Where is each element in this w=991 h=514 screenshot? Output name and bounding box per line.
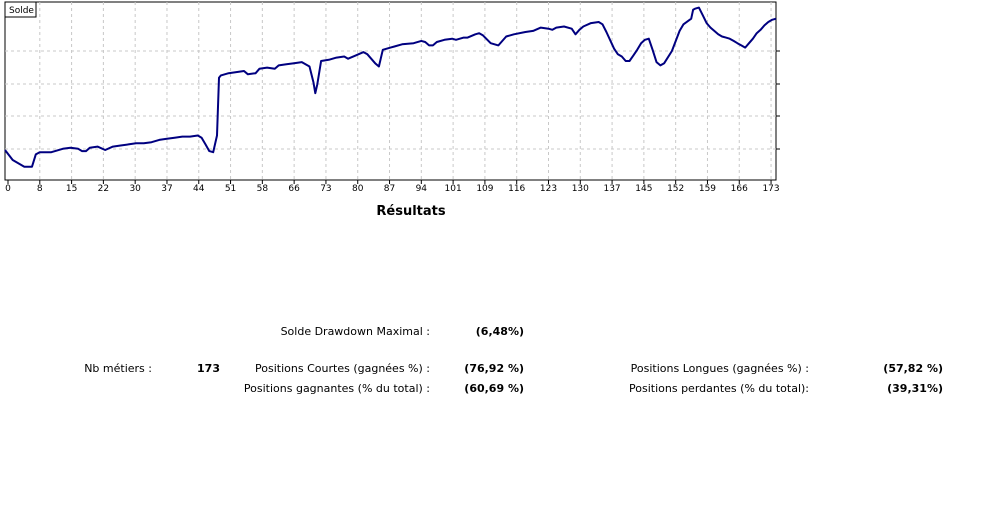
x-tick-label: 145 [635, 184, 652, 194]
x-tick-label: 123 [540, 184, 557, 194]
x-tick-label: 159 [699, 184, 716, 194]
max-drawdown-label: Solde Drawdown Maximal : [280, 325, 430, 338]
x-tick-label: 137 [603, 184, 620, 194]
x-tick-label: 87 [384, 184, 395, 194]
x-tick-label: 116 [508, 184, 525, 194]
x-tick-label: 51 [225, 184, 236, 194]
x-tick-label: 8 [37, 184, 43, 194]
x-tick-label: 30 [129, 184, 141, 194]
x-tick-label: 130 [572, 184, 589, 194]
long-positions-value: (57,82 %) [883, 362, 943, 375]
x-tick-label: 73 [320, 184, 331, 194]
long-positions-label: Positions Longues (gagnées %) : [630, 362, 809, 375]
x-tick-label: 58 [257, 184, 269, 194]
y-axis-ticks [776, 50, 780, 150]
short-positions-value: (76,92 %) [464, 362, 524, 375]
balance-chart: 0 8 15 22 30 37 44 51 58 66 73 80 87 94 101 109 116 123 13… [4, 1, 780, 194]
x-axis-ticks: 0 8 15 22 30 37 44 51 58 66 73 80 87 94 101 109 116 123 13… [5, 180, 780, 194]
x-tick-label: 80 [352, 184, 364, 194]
x-tick-label: 22 [98, 184, 109, 194]
plot-area [4, 1, 777, 181]
loss-trades-label: Positions perdantes (% du total): [629, 382, 809, 395]
x-tick-label: 109 [476, 184, 493, 194]
max-drawdown-value: (6,48%) [475, 325, 524, 338]
series-name: Solde [9, 6, 34, 16]
trades-value: 173 [197, 362, 220, 375]
results-title: Résultats [376, 204, 446, 219]
short-positions-label: Positions Courtes (gagnées %) : [255, 362, 430, 375]
x-tick-label: 44 [193, 184, 205, 194]
x-tick-label: 173 [762, 184, 779, 194]
x-tick-label: 101 [445, 184, 462, 194]
balance-line [4, 6, 777, 168]
x-tick-label: 37 [161, 184, 172, 194]
profit-trades-value: (60,69 %) [464, 382, 524, 395]
trades-label: Nb métiers : [84, 362, 152, 375]
grid-lines [5, 2, 776, 180]
x-tick-label: 152 [667, 184, 684, 194]
x-tick-label: 94 [416, 184, 428, 194]
x-tick-label: 66 [288, 184, 300, 194]
profit-trades-label: Positions gagnantes (% du total) : [243, 382, 430, 395]
loss-trades-value: (39,31%) [887, 382, 943, 395]
x-tick-label: 166 [731, 184, 748, 194]
x-tick-label: 15 [66, 184, 77, 194]
series-name-box [4, 1, 37, 18]
x-tick-label: 0 [5, 184, 11, 194]
